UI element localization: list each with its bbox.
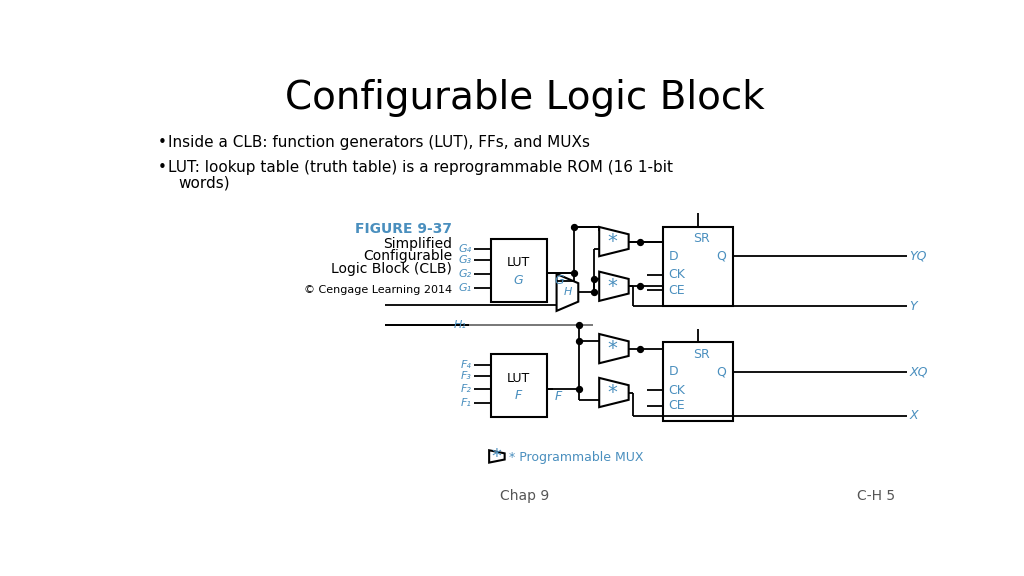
Text: *: * (607, 339, 617, 358)
Text: Q: Q (717, 365, 727, 378)
Text: Y: Y (909, 300, 916, 313)
Text: X: X (909, 409, 918, 422)
Text: *: * (492, 447, 501, 466)
Bar (663, 343, 732, 421)
Text: FIGURE 9-37: FIGURE 9-37 (355, 222, 452, 236)
Text: words): words) (178, 175, 230, 191)
Text: H₁: H₁ (454, 320, 467, 329)
Text: LUT: LUT (507, 256, 530, 269)
Text: © Cengage Learning 2014: © Cengage Learning 2014 (304, 285, 452, 295)
Text: CK: CK (669, 268, 685, 281)
Text: YQ: YQ (909, 250, 927, 263)
Text: F₁: F₁ (461, 398, 471, 408)
Text: XQ: XQ (909, 365, 928, 378)
Text: G: G (554, 274, 564, 287)
Text: *: * (607, 383, 617, 402)
Text: C-H 5: C-H 5 (857, 490, 895, 503)
Text: Chap 9: Chap 9 (500, 490, 550, 503)
Bar (490, 354, 547, 417)
Point (632, 344, 648, 353)
Point (566, 222, 583, 232)
Text: F₂: F₂ (461, 384, 471, 395)
Text: CE: CE (669, 283, 685, 297)
Text: F: F (515, 389, 522, 402)
Text: G₄: G₄ (458, 244, 471, 254)
Point (570, 336, 587, 346)
Point (570, 384, 587, 393)
Text: •: • (158, 160, 166, 175)
Text: G₂: G₂ (458, 269, 471, 279)
Text: D: D (669, 250, 679, 263)
Text: G₁: G₁ (458, 283, 471, 293)
Text: SR: SR (693, 232, 710, 245)
Text: Logic Block (CLB): Logic Block (CLB) (331, 262, 452, 276)
Text: H: H (563, 287, 571, 297)
Text: G: G (514, 274, 523, 287)
Text: CK: CK (669, 384, 685, 397)
Text: Q: Q (717, 250, 727, 263)
Text: F₃: F₃ (461, 370, 471, 381)
Text: Configurable Logic Block: Configurable Logic Block (285, 79, 765, 118)
Text: SR: SR (693, 347, 710, 361)
Text: •: • (158, 135, 166, 150)
Text: G₃: G₃ (458, 255, 471, 265)
Point (586, 274, 602, 283)
Text: Simplified: Simplified (383, 237, 452, 251)
Bar (663, 227, 732, 305)
Point (566, 268, 583, 278)
Point (570, 320, 587, 329)
Text: * Programmable MUX: * Programmable MUX (509, 452, 644, 464)
Text: *: * (607, 276, 617, 295)
Bar (490, 238, 547, 302)
Text: F₄: F₄ (461, 360, 471, 370)
Text: D: D (669, 365, 679, 378)
Text: F: F (554, 390, 561, 403)
Text: CE: CE (669, 399, 685, 412)
Text: LUT: lookup table (truth table) is a reprogrammable ROM (16 1-bit: LUT: lookup table (truth table) is a rep… (168, 160, 674, 175)
Text: Inside a CLB: function generators (LUT), FFs, and MUXs: Inside a CLB: function generators (LUT),… (168, 135, 590, 150)
Text: LUT: LUT (507, 372, 530, 385)
Point (632, 237, 648, 246)
Text: Configurable: Configurable (362, 249, 452, 263)
Point (632, 282, 648, 291)
Point (586, 288, 602, 297)
Text: *: * (607, 232, 617, 251)
